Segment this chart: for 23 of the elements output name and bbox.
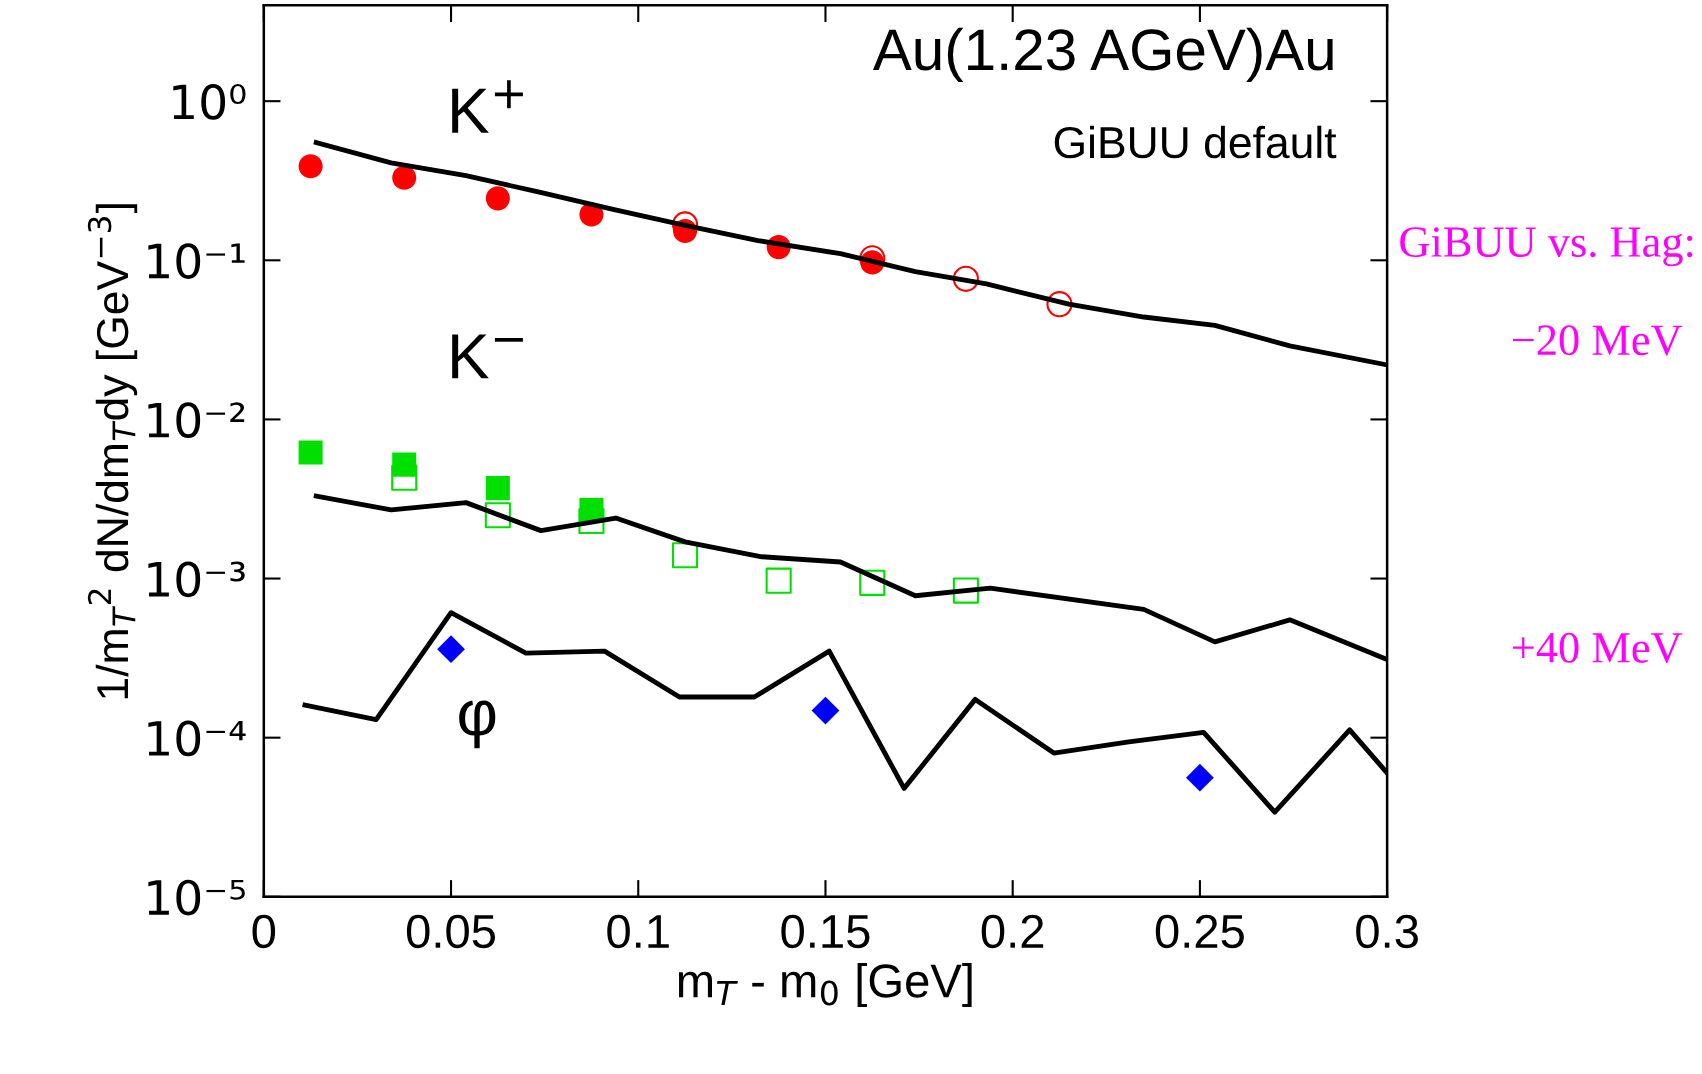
chart-title: Au(1.23 AGeV)Au xyxy=(873,27,1333,83)
text: −20 MeV xyxy=(1512,325,1683,356)
x-tick-label: 0.25 xyxy=(1155,914,1244,949)
text: GiBUU default xyxy=(1054,125,1337,159)
y-tick-label: 10⁰ xyxy=(173,84,246,120)
x-tick-label: 0 xyxy=(252,914,276,949)
text: GiBUU vs. Hag: xyxy=(1400,227,1693,267)
x-tick-label: 0.1 xyxy=(607,914,669,949)
x-tick-label: 0.2 xyxy=(981,914,1044,949)
annotation: K$^{−}$ xyxy=(452,334,523,379)
y-axis-title: 1/m$_{T}$$^{2}$ dN/dm$_{T}$dy [GeV$^{−3}$] xyxy=(87,204,138,699)
y-tick-label: 10⁻² xyxy=(148,402,245,439)
annotation: φ xyxy=(459,700,496,749)
y-tick-label: 10⁻³ xyxy=(148,561,245,598)
y-tick-label: 10⁻⁴ xyxy=(148,720,246,757)
text: +40 MeV xyxy=(1512,632,1683,664)
y-tick-label: 10⁻⁵ xyxy=(148,879,245,916)
x-tick-label: 0.05 xyxy=(406,914,496,949)
x-tick-label: 0.15 xyxy=(781,914,870,949)
x-tick-label: 0.3 xyxy=(1356,914,1418,949)
x-axis-title: m$_{T}$ - m$_{0}$ [GeV] xyxy=(678,963,972,1008)
annotation: K$^{+}$ xyxy=(452,80,523,133)
y-tick-label: 10⁻¹ xyxy=(148,243,245,279)
